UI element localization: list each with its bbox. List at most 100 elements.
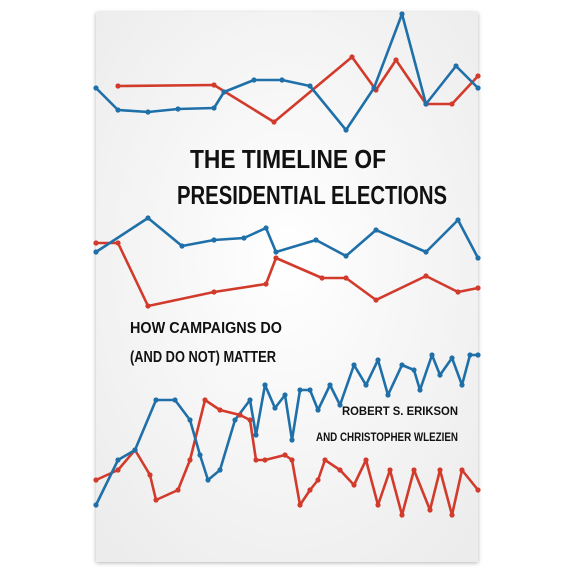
line-dot — [449, 512, 455, 518]
line-dot — [263, 281, 269, 287]
line-dot — [232, 417, 238, 423]
line-dot — [115, 240, 121, 246]
line-dot — [467, 352, 473, 358]
line-dot — [351, 482, 357, 488]
line-dot — [145, 215, 151, 221]
line-dot — [211, 289, 217, 295]
line-dot — [297, 387, 303, 393]
line-dot — [197, 452, 203, 458]
line-dot — [373, 227, 379, 233]
line-dot — [411, 367, 417, 373]
line-dot — [307, 83, 313, 89]
line-dot — [211, 237, 217, 243]
line-dot — [449, 355, 455, 361]
line-dot — [315, 477, 321, 483]
line-dot — [373, 297, 379, 303]
line-dot — [387, 467, 393, 473]
line-dot — [423, 273, 429, 279]
line-dot — [427, 507, 433, 513]
line-dot — [429, 352, 435, 358]
line-dot — [375, 357, 381, 363]
line-dot — [247, 417, 253, 423]
title-line: PRESIDENTIAL ELECTIONS — [177, 180, 447, 210]
line-dot — [93, 240, 99, 246]
line-dot — [253, 432, 259, 438]
line-dot — [475, 255, 481, 261]
line-dot — [475, 285, 481, 291]
line-dot — [307, 387, 313, 393]
line-dot — [417, 387, 423, 393]
line-dot — [349, 54, 355, 60]
line-dot — [289, 437, 295, 443]
line-dot — [262, 382, 268, 388]
line-dot — [343, 253, 349, 259]
line-dot — [217, 407, 223, 413]
red-line — [96, 241, 479, 308]
line-dot — [351, 362, 357, 368]
line-dot — [237, 412, 243, 418]
line-dot — [393, 57, 399, 63]
line-dot — [253, 457, 259, 463]
line-dot — [175, 487, 181, 493]
line-dot — [297, 502, 303, 508]
line-dot — [363, 457, 369, 463]
line-dot — [93, 249, 99, 255]
line-dot — [282, 392, 288, 398]
line-dot — [145, 109, 151, 115]
line-dot — [273, 255, 279, 261]
line-dot — [399, 11, 405, 17]
title-line: THE TIMELINE OF — [190, 144, 386, 174]
line-dot — [307, 487, 313, 493]
line-dot — [93, 477, 99, 483]
line-dot — [241, 235, 247, 241]
line-dot — [322, 457, 328, 463]
subtitle-line: (AND DO NOT) MATTER — [130, 349, 276, 366]
line-dot — [385, 392, 391, 398]
line-dot — [93, 85, 99, 91]
line-dot — [475, 85, 481, 91]
line-dot — [202, 397, 208, 403]
line-dot — [449, 101, 455, 107]
line-dot — [371, 85, 377, 91]
author-line: AND CHRISTOPHER WLEZIEN — [316, 430, 458, 444]
line-dot — [217, 467, 223, 473]
line-dot — [262, 457, 268, 463]
line-dot — [263, 225, 269, 231]
line-dot — [363, 382, 369, 388]
line-dot — [221, 89, 227, 95]
line-dot — [455, 217, 461, 223]
line-dot — [272, 405, 278, 411]
line-dot — [153, 497, 159, 503]
line-dot — [337, 467, 343, 473]
subtitle-line: HOW CAMPAIGNS DO — [130, 320, 282, 337]
line-dot — [327, 382, 333, 388]
line-dot — [279, 77, 285, 83]
line-dot — [115, 457, 121, 463]
line-dot — [273, 249, 279, 255]
line-dot — [423, 249, 429, 255]
line-dot — [453, 63, 459, 69]
line-dot — [289, 457, 295, 463]
line-dot — [147, 472, 153, 478]
line-dot — [459, 467, 465, 473]
line-dot — [115, 107, 121, 113]
line-dot — [282, 452, 288, 458]
line-dot — [343, 127, 349, 133]
line-dot — [455, 289, 461, 295]
line-dot — [319, 275, 325, 281]
line-dot — [187, 417, 193, 423]
line-dot — [399, 512, 405, 518]
line-dot — [437, 372, 443, 378]
line-dot — [175, 106, 181, 112]
line-dot — [179, 243, 185, 249]
line-dot — [475, 73, 481, 79]
line-dot — [172, 397, 178, 403]
line-dot — [187, 457, 193, 463]
author-line: ROBERT S. ERIKSON — [342, 404, 458, 418]
line-dot — [399, 362, 405, 368]
line-dot — [337, 402, 343, 408]
line-dot — [205, 477, 211, 483]
line-dot — [315, 407, 321, 413]
line-dot — [423, 101, 429, 107]
line-dot — [115, 83, 121, 89]
